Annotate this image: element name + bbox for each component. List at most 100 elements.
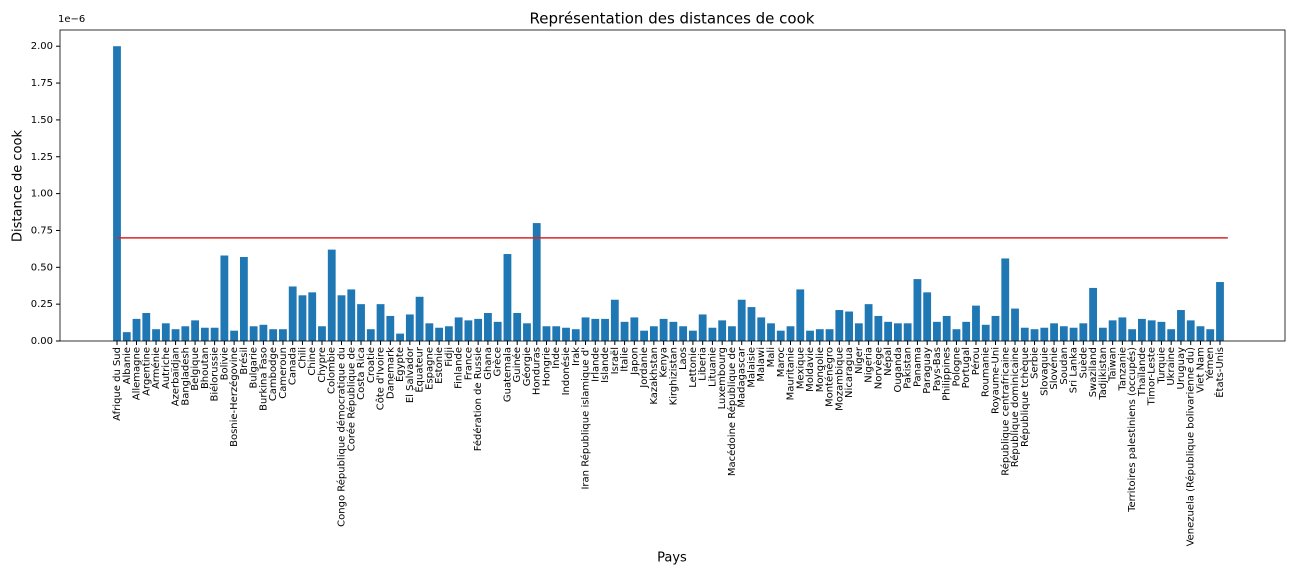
bar [893,323,902,341]
x-tick-label: Estonie [434,347,445,384]
x-tick-label: Cambodge [268,347,279,401]
x-tick-label: Bangladesh [180,347,191,406]
bar [386,315,395,341]
bar [1050,323,1058,341]
x-tick-label: Paraguay [922,347,933,394]
x-tick-label: Arménie [150,347,162,389]
x-tick-label: Thaïlande [1137,347,1148,397]
x-tick-label: Mali [766,347,777,367]
x-tick-label: Malaisie [746,347,757,388]
x-tick-label: Iran République islamique d' [580,347,592,490]
bar [776,330,785,341]
x-tick-label: Islande [600,347,611,383]
bar [630,317,639,341]
x-tick-label: Sri Lanka [1069,347,1080,393]
bar [640,330,649,341]
bar [288,286,297,341]
x-tick-label: Swaziland [1088,347,1099,397]
x-tick-label: Macédoine République de [726,347,738,476]
bar [571,329,580,341]
x-tick-label: Honduras [532,347,543,395]
x-tick-label: Chypre [317,347,328,383]
y-tick-label: 1.00 [31,189,53,200]
bar [786,326,795,341]
x-tick-label: Taïwan [1108,347,1119,382]
bar [464,320,473,341]
x-tick-label: Mongolie [815,347,826,392]
x-tick-label: Géorgie [521,347,533,386]
x-axis-label: Pays [657,551,687,566]
x-tick-label: Bhoutan [200,347,211,389]
bar [259,324,268,341]
x-tick-label: Roumanie [981,347,992,397]
bar [171,329,180,341]
x-tick-label: Japon [629,347,640,376]
x-tick-label: Bosnie-Herzégovine [228,347,240,447]
bar [357,304,365,341]
x-tick-label: Ghana [483,347,494,380]
x-tick-label: Maroc [776,347,787,377]
chart-title: Représentation des distances de cook [530,10,815,28]
bar [1147,320,1156,341]
bar [1167,329,1176,341]
bar [327,249,336,341]
bar [396,333,404,341]
bar [806,330,814,341]
x-tick-label: Colombie [327,347,338,394]
x-tick-label: Suède [1077,347,1089,378]
bar [132,318,141,341]
x-tick-label: Irlande [590,347,601,382]
bar [854,323,863,341]
bar [405,314,414,341]
x-tick-label: Nigeria [864,347,875,383]
bar [542,326,551,341]
bar [708,327,717,341]
x-tick-label: Espagne [424,347,435,390]
bar [942,315,951,341]
bar [435,327,444,341]
x-tick-label: Liberia [698,347,709,381]
bar [991,315,1000,341]
y-axis-label: Distance de cook [11,130,26,242]
x-tick-label: Danemark [385,347,396,399]
bar [815,329,824,341]
bar [444,326,453,341]
bar [415,296,424,341]
bar [737,299,746,341]
bar [337,295,346,341]
bar [532,223,541,341]
x-tick-label: Croatie [366,347,377,383]
x-tick-label: Fidji [444,347,455,367]
y-offset-label: 1e−6 [58,14,85,25]
bar [981,324,990,341]
x-tick-label: Côte d'Ivoire [375,347,387,410]
x-tick-label: Malawi [756,347,767,382]
x-tick-label: Slovénie [1048,347,1060,390]
x-tick-label: Mexique [795,347,806,389]
x-tick-label: Égypte [393,347,406,382]
x-tick-label: Italie [620,347,631,372]
x-tick-label: Jordanie [639,347,650,389]
bar [1040,327,1049,341]
x-tick-label: Turquie [1156,347,1167,384]
bar [1098,327,1107,341]
x-tick-label: Kazakhstan [649,347,660,405]
x-tick-label: Tadjikistan [1098,347,1109,401]
x-tick-label: Bulgarie [249,347,260,389]
x-tick-label: République centrafricaine [999,347,1011,476]
x-tick-label: Canada [288,347,299,385]
bar [679,326,688,341]
bar [161,323,170,341]
bar [298,295,307,341]
bar [845,311,853,341]
bar [903,323,912,341]
x-tick-label: Allemagne [132,347,143,400]
bar [913,279,922,341]
x-tick-label: Philippines [942,347,953,401]
bar [688,330,697,341]
bar [376,304,385,341]
x-tick-label: Soudan [1059,347,1070,385]
x-tick-label: Luxembourg [717,347,728,409]
bar [552,326,561,341]
